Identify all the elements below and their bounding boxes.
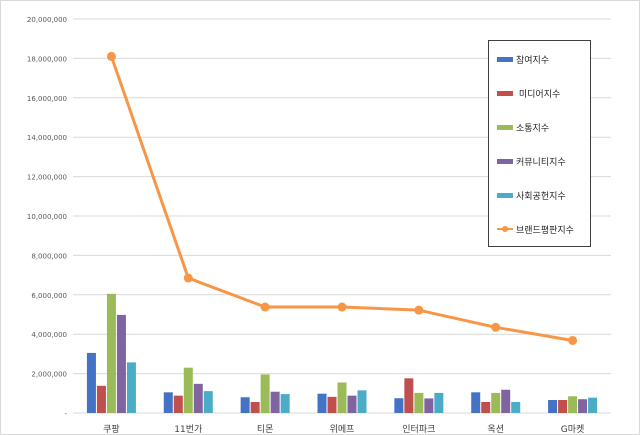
- bar-3-2: [183, 367, 193, 413]
- x-tick-label: G마켓: [561, 424, 585, 434]
- y-tick-label: 20,000,000: [27, 16, 67, 24]
- legend-label: 브랜드평판지수: [516, 225, 574, 236]
- bar-5-3: [280, 394, 290, 413]
- y-tick-label: 18,000,000: [27, 55, 67, 63]
- line-point-5: [414, 305, 424, 315]
- bar-2-6: [481, 401, 491, 413]
- bar-1-2: [163, 392, 173, 413]
- bar-2-4: [327, 396, 337, 413]
- legend-item: 커뮤니티지수: [497, 153, 566, 169]
- legend-swatch: [497, 158, 513, 164]
- bar-4-1: [116, 314, 126, 413]
- bar-1-1: [86, 352, 96, 413]
- legend-item: 사회공헌지수: [497, 187, 566, 203]
- legend-label: 사회공헌지수: [516, 191, 566, 202]
- x-tick-label: 인터파크: [402, 424, 435, 434]
- bar-1-3: [240, 397, 250, 413]
- bar-4-6: [501, 389, 511, 413]
- legend-line-marker: [497, 226, 513, 232]
- bar-5-5: [434, 392, 444, 413]
- bar-4-2: [193, 383, 203, 413]
- x-tick-label: 옥션: [487, 424, 504, 434]
- bar-1-6: [471, 392, 481, 413]
- x-tick-label: 11번가: [174, 424, 202, 434]
- line-point-3: [260, 302, 270, 312]
- bar-4-5: [424, 398, 434, 413]
- x-tick-label: 위메프: [330, 424, 355, 434]
- legend-swatch: [497, 192, 513, 198]
- legend-label: 참여지수: [516, 55, 550, 66]
- bar-4-3: [270, 391, 280, 413]
- y-tick-label: 16,000,000: [27, 95, 67, 103]
- y-tick-label: 6,000,000: [31, 292, 67, 300]
- bar-1-5: [394, 398, 404, 413]
- y-tick-label: -: [64, 410, 67, 418]
- bar-3-1: [106, 293, 116, 413]
- legend-label: 미디어지수: [516, 89, 561, 100]
- bar-2-2: [173, 395, 183, 413]
- legend-item: 미디어지수: [497, 85, 560, 101]
- y-tick-label: 12,000,000: [27, 174, 67, 182]
- bar-5-7: [588, 397, 598, 413]
- legend-item: 소통지수: [497, 119, 549, 135]
- bar-3-3: [260, 374, 270, 413]
- y-tick-label: 2,000,000: [31, 371, 67, 379]
- y-tick-label: 14,000,000: [27, 134, 67, 142]
- x-tick-label: 티몬: [257, 424, 274, 434]
- bar-3-6: [491, 392, 501, 413]
- bar-5-6: [511, 401, 521, 413]
- legend-swatch: [497, 56, 513, 62]
- bar-2-5: [404, 378, 414, 413]
- line-point-2: [183, 273, 193, 283]
- legend-swatch: [497, 124, 513, 130]
- bar-3-7: [568, 396, 578, 413]
- bar-3-5: [414, 392, 424, 413]
- x-tick-label: 쿠팡: [103, 424, 120, 434]
- y-tick-label: 4,000,000: [31, 331, 67, 339]
- bar-1-4: [317, 393, 327, 413]
- legend-item: 브랜드평판지수: [497, 221, 574, 237]
- bar-2-7: [558, 399, 568, 413]
- line-point-7: [568, 336, 578, 346]
- bar-4-7: [578, 399, 588, 413]
- legend-swatch: [497, 90, 513, 96]
- bar-2-1: [96, 385, 106, 413]
- y-tick-label: 10,000,000: [27, 213, 67, 221]
- bar-2-3: [250, 401, 260, 413]
- bar-5-4: [357, 390, 367, 413]
- bar-3-4: [337, 382, 347, 413]
- legend-label: 소통지수: [516, 123, 550, 134]
- line-point-6: [491, 322, 501, 332]
- legend-label: 커뮤니티지수: [516, 157, 566, 168]
- legend-item: 참여지수: [497, 51, 549, 67]
- y-tick-label: 8,000,000: [31, 252, 67, 260]
- line-point-1: [106, 51, 116, 61]
- line-point-4: [337, 302, 347, 312]
- bar-1-7: [548, 399, 558, 413]
- bar-4-4: [347, 395, 357, 413]
- bar-5-2: [203, 391, 213, 413]
- bar-5-1: [126, 362, 136, 413]
